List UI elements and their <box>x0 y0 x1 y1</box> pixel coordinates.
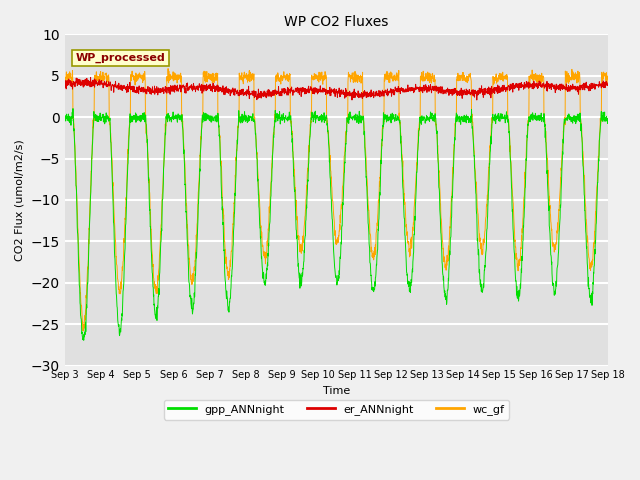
wc_gf <box>572 70 579 76</box>
er_ANNnight <box>364 94 372 100</box>
er_ANNnight <box>352 92 360 98</box>
gpp_ANNnight <box>353 116 360 121</box>
wc_gf <box>353 77 360 83</box>
wc_gf <box>364 201 372 207</box>
Line: gpp_ANNnight: gpp_ANNnight <box>65 108 608 340</box>
Title: WP CO2 Fluxes: WP CO2 Fluxes <box>284 15 388 29</box>
er_ANNnight <box>473 97 481 103</box>
er_ANNnight <box>604 80 612 86</box>
er_ANNnight <box>61 84 68 89</box>
wc_gf <box>495 75 502 81</box>
er_ANNnight <box>87 74 95 80</box>
gpp_ANNnight <box>572 114 579 120</box>
Line: wc_gf: wc_gf <box>65 69 608 331</box>
gpp_ANNnight <box>364 220 372 226</box>
wc_gf <box>79 328 87 334</box>
gpp_ANNnight <box>212 118 220 124</box>
er_ANNnight <box>212 87 220 93</box>
gpp_ANNnight <box>69 106 77 111</box>
gpp_ANNnight <box>80 337 88 343</box>
er_ANNnight <box>495 88 502 94</box>
gpp_ANNnight <box>495 116 502 122</box>
er_ANNnight <box>557 87 564 93</box>
gpp_ANNnight <box>557 202 564 208</box>
Y-axis label: CO2 Flux (umol/m2/s): CO2 Flux (umol/m2/s) <box>15 139 25 261</box>
Line: er_ANNnight: er_ANNnight <box>65 77 608 100</box>
Text: WP_processed: WP_processed <box>76 53 165 63</box>
X-axis label: Time: Time <box>323 386 350 396</box>
gpp_ANNnight <box>604 116 612 121</box>
gpp_ANNnight <box>61 119 68 124</box>
wc_gf <box>557 184 564 190</box>
wc_gf <box>604 81 612 87</box>
wc_gf <box>212 74 220 80</box>
wc_gf <box>164 66 172 72</box>
Legend: gpp_ANNnight, er_ANNnight, wc_gf: gpp_ANNnight, er_ANNnight, wc_gf <box>164 400 509 420</box>
wc_gf <box>61 78 68 84</box>
er_ANNnight <box>572 84 579 90</box>
